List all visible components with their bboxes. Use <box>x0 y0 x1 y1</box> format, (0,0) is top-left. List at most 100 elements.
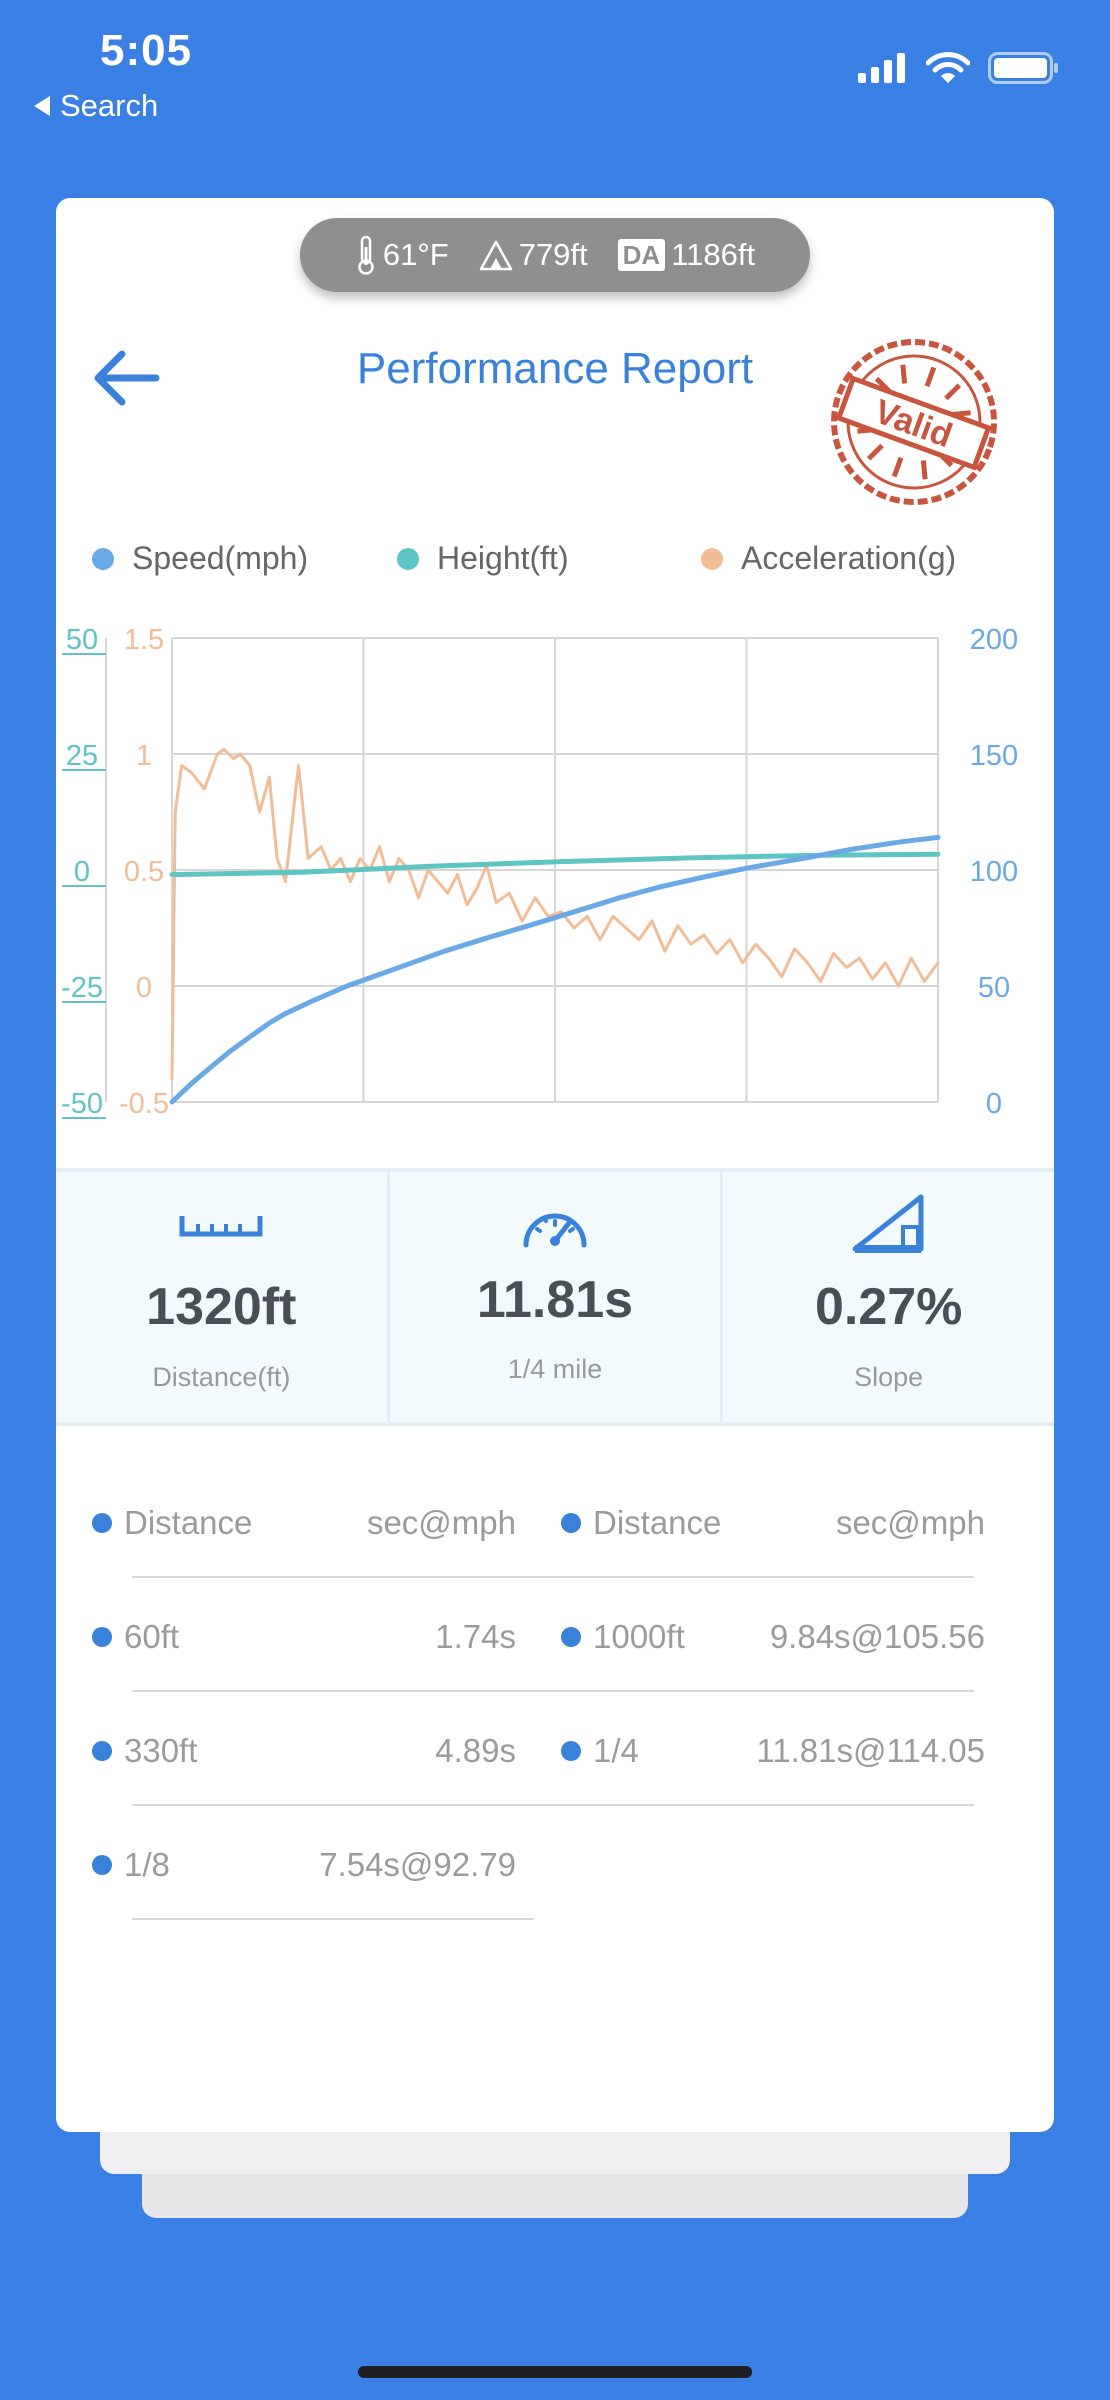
split-time: 1.74s <box>435 1618 516 1655</box>
tick-label-speed: 150 <box>970 740 1018 772</box>
stat-distance-value: 1320ft <box>146 1278 297 1336</box>
table-row: 330ft 4.89s 1/4 11.81s@114.05 <box>56 1716 1054 1830</box>
density-altitude-value: 1186ft <box>671 237 756 272</box>
tick-label-speed: 50 <box>978 972 1010 1004</box>
split-cell: 1000ft 9.84s@105.56 <box>561 1602 985 1672</box>
temperature-group: 61°F <box>355 235 449 275</box>
split-time: 7.54s@92.79 <box>319 1846 516 1883</box>
split-cell: 1/8 7.54s@92.79 <box>92 1830 516 1900</box>
split-time: 9.84s@105.56 <box>769 1618 985 1655</box>
bullet-icon <box>92 1855 112 1875</box>
row-divider <box>132 1804 974 1806</box>
legend-height-dot <box>397 547 419 570</box>
back-triangle-icon <box>34 96 50 116</box>
bullet-icon <box>92 1627 112 1647</box>
stats-band: 1320ft Distance(ft) 11.81s 1/4 mile <box>56 1168 1054 1426</box>
back-to-search-link[interactable]: Search <box>34 88 158 124</box>
thermometer-icon <box>358 235 374 275</box>
chart-legend: Speed(mph) Height(ft) Acceleration(g) <box>56 540 1054 580</box>
bullet-icon <box>92 1513 112 1533</box>
series-line-speed <box>169 834 941 1105</box>
performance-chart: 50 25 0 -25 -50 1.5 1 0.5 0 -0.5 200 150 100 50 0 <box>61 624 1018 1120</box>
split-time: 11.81s@114.05 <box>756 1732 985 1769</box>
header-time-right: sec@mph <box>835 1504 985 1541</box>
legend-speed: Speed(mph) <box>92 540 308 577</box>
altitude-value: 779ft <box>518 237 588 272</box>
split-distance: 330ft <box>124 1732 198 1769</box>
row-divider <box>132 1918 534 1920</box>
tick-label-speed: 200 <box>970 624 1018 656</box>
tick-label-height: -50 <box>61 1088 103 1120</box>
tick-label-acceleration: 1.5 <box>124 624 164 656</box>
split-time: 4.89s <box>435 1732 516 1769</box>
tick-label-acceleration: -0.5 <box>119 1088 169 1120</box>
altitude-group: 779ft <box>479 237 588 273</box>
legend-speed-label: Speed(mph) <box>132 540 309 576</box>
wifi-icon <box>926 52 970 83</box>
ruler-icon <box>179 1216 263 1237</box>
table-row: 1/8 7.54s@92.79 <box>56 1830 1054 1944</box>
bullet-icon <box>92 1741 112 1761</box>
bullet-icon <box>561 1627 581 1647</box>
back-arrow-icon[interactable] <box>84 338 164 418</box>
legend-height: Height(ft) <box>397 540 569 577</box>
stat-quarter-mile: 11.81s 1/4 mile <box>386 1172 721 1422</box>
split-cell: 1/4 11.81s@114.05 <box>561 1716 985 1786</box>
legend-acceleration-label: Acceleration(g) <box>741 540 957 576</box>
weather-pill: 61°F 779ft DA 1186ft <box>300 218 810 292</box>
split-distance: 60ft <box>124 1618 180 1655</box>
tick-label-height: 0 <box>74 856 90 888</box>
legend-height-label: Height(ft) <box>437 540 569 576</box>
stat-quarter-mile-value: 11.81s <box>476 1271 634 1329</box>
split-cell: 330ft 4.89s <box>92 1716 516 1786</box>
stat-distance: 1320ft Distance(ft) <box>56 1172 387 1422</box>
row-divider <box>132 1576 974 1578</box>
slope-icon <box>852 1194 924 1253</box>
stat-slope: 0.27% Slope <box>720 1172 1054 1422</box>
performance-report-card: 61°F 779ft DA 1186ft Performance Report <box>56 198 1054 2132</box>
header-distance-right: Distance <box>593 1504 722 1541</box>
tick-label-acceleration: 1 <box>136 740 152 772</box>
stat-distance-label: Distance(ft) <box>152 1362 291 1392</box>
tick-label-height: 25 <box>66 740 98 772</box>
bullet-icon <box>561 1513 581 1533</box>
tick-label-speed: 0 <box>986 1088 1002 1120</box>
stat-slope-label: Slope <box>854 1362 924 1392</box>
splits-header-right: Distance sec@mph <box>561 1488 985 1558</box>
split-cell: 60ft 1.74s <box>92 1602 516 1672</box>
split-distance: 1/4 <box>593 1732 639 1769</box>
speedometer-icon <box>523 1213 587 1248</box>
da-badge: DA <box>617 239 666 271</box>
mountain-icon <box>479 240 512 271</box>
temperature-value: 61°F <box>382 237 449 272</box>
signal-icon <box>858 53 905 83</box>
splits-header-left: Distance sec@mph <box>92 1488 516 1558</box>
tick-label-height: -25 <box>61 972 103 1004</box>
page-title: Performance Report <box>356 344 754 393</box>
status-time: 5:05 <box>100 26 193 75</box>
status-icons <box>858 52 1060 84</box>
header-time-left: sec@mph <box>366 1504 516 1541</box>
splits-header-row: Distance sec@mph Distance sec@mph <box>56 1488 1054 1602</box>
battery-icon <box>988 52 1058 84</box>
legend-acceleration-dot <box>701 547 723 570</box>
row-divider <box>132 1690 974 1692</box>
split-distance: 1000ft <box>593 1618 685 1655</box>
legend-speed-dot <box>92 547 114 570</box>
tick-label-height: 50 <box>66 624 98 656</box>
tick-label-acceleration: 0 <box>136 972 152 1004</box>
legend-acceleration: Acceleration(g) <box>701 540 956 577</box>
stat-quarter-mile-label: 1/4 mile <box>507 1354 603 1384</box>
series-line-acceleration <box>170 747 940 1081</box>
tick-label-speed: 100 <box>970 856 1018 888</box>
stat-slope-value: 0.27% <box>814 1278 963 1336</box>
valid-stamp: Valid <box>831 339 997 505</box>
density-altitude-group: DA 1186ft <box>617 237 756 273</box>
tick-label-acceleration: 0.5 <box>124 856 164 888</box>
header-distance-left: Distance <box>124 1504 253 1541</box>
back-search-label: Search <box>60 88 159 123</box>
split-distance: 1/8 <box>124 1846 170 1883</box>
home-indicator[interactable] <box>358 2366 752 2378</box>
bullet-icon <box>561 1741 581 1761</box>
table-row: 60ft 1.74s 1000ft 9.84s@105.56 <box>56 1602 1054 1716</box>
